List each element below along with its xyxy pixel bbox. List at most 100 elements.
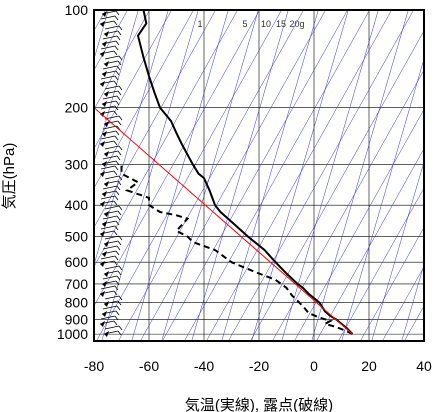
- wind-barb: [115, 220, 120, 226]
- wind-barb: [114, 255, 119, 261]
- wind-barb: [117, 270, 122, 276]
- wind-barb: [113, 50, 118, 56]
- wind-barb: [115, 280, 120, 286]
- wind-barb: [114, 285, 119, 291]
- wind-barb-flag: [104, 331, 109, 337]
- wind-barb: [115, 70, 120, 76]
- adiabat-line: [162, 10, 348, 341]
- wind-barb: [102, 95, 118, 100]
- mixing-ratio-label: 1: [197, 19, 202, 29]
- wind-barb: [100, 15, 116, 20]
- mixing-ratio-line: [161, 10, 259, 341]
- adiabat-line: [206, 10, 392, 341]
- wind-barb: [100, 45, 116, 50]
- x-tick-label: -20: [249, 358, 269, 374]
- dewpoint-line: [120, 164, 353, 335]
- wind-barb: [118, 115, 123, 121]
- mixing-ratio-line: [251, 10, 349, 341]
- wind-barb: [117, 120, 122, 126]
- wind-barb: [114, 105, 119, 111]
- y-tick-label: 600: [65, 254, 89, 270]
- adiabat-line: [94, 10, 194, 189]
- wind-barb: [117, 240, 122, 246]
- wind-barb-flag: [102, 101, 107, 107]
- adiabat-line: [94, 10, 260, 307]
- wind-barb: [102, 275, 118, 280]
- wind-barb: [114, 165, 119, 171]
- wind-barb-flag: [104, 241, 109, 247]
- wind-barb: [115, 310, 120, 316]
- x-tick-label: -80: [84, 358, 104, 374]
- wind-barbs: [99, 10, 123, 337]
- wind-barb: [100, 315, 116, 320]
- wind-barb-flag: [100, 111, 105, 117]
- adiabat-line: [338, 187, 424, 341]
- wind-barb: [118, 205, 123, 211]
- y-tick-label: 300: [65, 157, 89, 173]
- wind-barb: [104, 55, 120, 60]
- wind-barb: [115, 40, 120, 46]
- y-tick-label: 100: [65, 2, 89, 18]
- mixing-ratio-line: [420, 0, 435, 381]
- wind-barb: [102, 65, 118, 70]
- y-axis-label: 気圧(hPa): [1, 143, 18, 210]
- wind-barb: [102, 125, 118, 130]
- wind-barb: [118, 265, 123, 271]
- wind-barb: [117, 60, 122, 66]
- y-tick-label: 1000: [57, 326, 88, 342]
- wind-barb: [104, 205, 120, 210]
- adiabat-line: [94, 10, 128, 71]
- y-tick-label: 700: [65, 276, 89, 292]
- adiabat-line: [382, 266, 424, 341]
- wind-barb: [114, 195, 119, 201]
- wind-barb-flag: [102, 221, 107, 227]
- mixing-ratio-labels: 1 5 10 15 20g: [197, 19, 304, 29]
- wind-barb-flag: [100, 141, 105, 147]
- mixing-ratio-label: 15: [276, 19, 286, 29]
- wind-barb-flag: [104, 211, 109, 217]
- wind-barb: [116, 305, 121, 311]
- wind-barb-flag: [102, 131, 107, 137]
- wind-barb: [117, 210, 122, 216]
- y-tick-label: 800: [65, 295, 89, 311]
- mixing-ratio-line: [94, 10, 139, 163]
- adiabat-line: [140, 10, 326, 341]
- wind-barb-flag: [100, 171, 105, 177]
- wind-barb-flag: [100, 321, 105, 327]
- wind-barb: [115, 250, 120, 256]
- wind-barb: [116, 155, 121, 161]
- adiabat-line: [94, 10, 150, 110]
- wind-barb-flag: [104, 151, 109, 157]
- wind-barb: [113, 170, 118, 176]
- adiabat-line: [184, 10, 370, 341]
- y-tick-label: 500: [65, 229, 89, 245]
- wind-barb: [118, 55, 123, 61]
- x-tick-label: 0: [310, 358, 318, 374]
- wind-barb: [104, 145, 120, 150]
- adiabat-line: [118, 10, 304, 341]
- wind-barb-flag: [100, 81, 105, 87]
- wind-barb: [114, 75, 119, 81]
- wind-barb-flag: [102, 161, 107, 167]
- wind-barb-flag: [100, 201, 105, 207]
- wind-barb: [104, 175, 120, 180]
- wind-barb: [113, 260, 118, 266]
- wind-barb: [116, 245, 121, 251]
- wind-barb: [100, 195, 116, 200]
- profile-lines: [94, 10, 354, 335]
- x-tick-label: 20: [361, 358, 377, 374]
- wind-barb-flag: [104, 61, 109, 67]
- reference-line: [94, 107, 353, 335]
- wind-barb-flag: [100, 21, 105, 27]
- wind-barb: [104, 295, 120, 300]
- wind-barb: [104, 25, 120, 30]
- wind-barb: [104, 265, 120, 270]
- wind-barb: [118, 325, 123, 331]
- wind-barb: [102, 215, 118, 220]
- wind-barb: [102, 155, 118, 160]
- x-tick-label: 40: [416, 358, 432, 374]
- wind-barb-flag: [100, 51, 105, 57]
- adiabat-line: [250, 30, 424, 341]
- wind-barb-flag: [104, 121, 109, 127]
